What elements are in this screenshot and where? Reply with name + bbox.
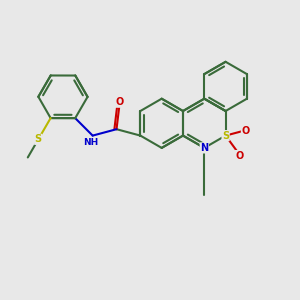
Text: N: N — [200, 143, 208, 153]
Text: O: O — [115, 97, 124, 107]
Text: O: O — [235, 151, 243, 160]
Text: S: S — [35, 134, 42, 144]
Text: NH: NH — [82, 138, 98, 147]
Text: S: S — [222, 130, 229, 141]
Text: O: O — [242, 126, 250, 136]
